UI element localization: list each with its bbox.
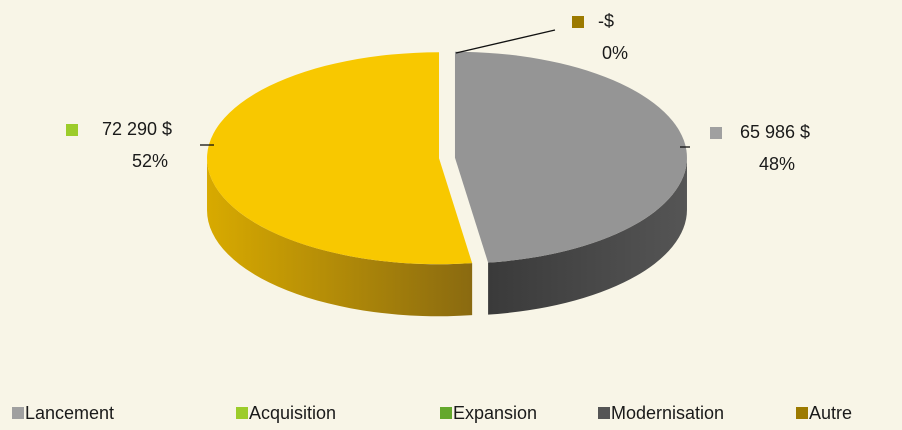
data-label: 65 986 $ [740,122,810,142]
leader-line [455,29,556,54]
legend-label: Acquisition [249,403,336,423]
label-marker [572,16,584,28]
legend-marker [12,407,24,419]
legend-marker [598,407,610,419]
legend-marker [440,407,452,419]
label-marker [66,124,78,136]
label-marker [710,127,722,139]
legend-marker [236,407,248,419]
legend-label: Expansion [453,403,537,423]
slice [207,52,473,265]
legend-marker [796,407,808,419]
slice-side [207,158,473,317]
legend-label: Lancement [25,403,114,423]
percent-label: 0% [602,43,628,63]
data-label: 72 290 $ [102,119,172,139]
data-label: -$ [598,11,614,31]
slice-side [488,157,687,315]
percent-label: 48% [759,154,795,174]
legend-label: Autre [809,403,852,423]
legend-label: Modernisation [611,403,724,423]
slice [454,51,687,263]
percent-label: 52% [132,151,168,171]
